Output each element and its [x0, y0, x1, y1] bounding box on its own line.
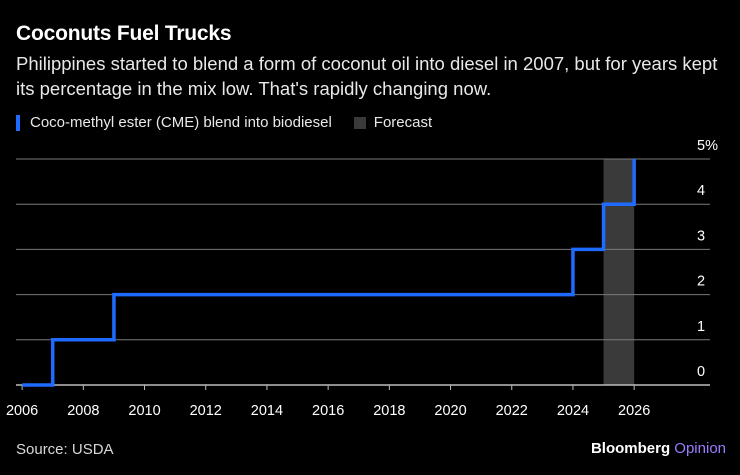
x-tick-label: 2012 — [190, 403, 222, 419]
x-tick-label: 2016 — [312, 403, 344, 419]
chart-subtitle: Philippines started to blend a form of c… — [16, 53, 718, 99]
x-tick-label: 2008 — [67, 403, 99, 419]
y-tick-label: 2 — [697, 274, 705, 290]
x-tick-label: 2026 — [618, 403, 650, 419]
legend-item-cme: Coco-methyl ester (CME) blend into biodi… — [16, 114, 332, 131]
x-tick-label: 2010 — [128, 403, 160, 419]
chart-title: Coconuts Fuel Trucks — [16, 22, 232, 45]
brand-main: Bloomberg — [590, 440, 671, 457]
y-tick-label: 4 — [697, 183, 705, 199]
brand-sub: Opinion — [674, 440, 726, 457]
legend-swatch-line — [16, 114, 20, 131]
x-tick-label: 2014 — [251, 403, 283, 419]
legend-label-cme: Coco-methyl ester (CME) blend into biodi… — [30, 114, 332, 131]
source-note: Source: USDA — [16, 441, 114, 458]
x-tick-label: 2022 — [496, 403, 528, 419]
x-tick-label: 2020 — [434, 403, 466, 419]
legend-label-forecast: Forecast — [373, 114, 433, 131]
forecast-band — [603, 159, 635, 385]
legend-swatch-forecast — [353, 116, 366, 129]
y-tick-label: 1 — [697, 319, 705, 335]
y-tick-label: 0 — [697, 364, 705, 380]
legend-item-forecast: Forecast — [353, 114, 433, 131]
brand-logo: Bloomberg Opinion — [591, 440, 726, 457]
x-tick-label: 2018 — [373, 403, 405, 419]
series-line-cme — [22, 159, 636, 387]
y-tick-label: 3 — [697, 228, 705, 244]
x-tick-label: 2006 — [6, 403, 38, 419]
x-tick-label: 2024 — [557, 403, 589, 419]
legend: Coco-methyl ester (CME) blend into biodi… — [16, 114, 454, 131]
y-tick-label: 5% — [697, 138, 718, 154]
